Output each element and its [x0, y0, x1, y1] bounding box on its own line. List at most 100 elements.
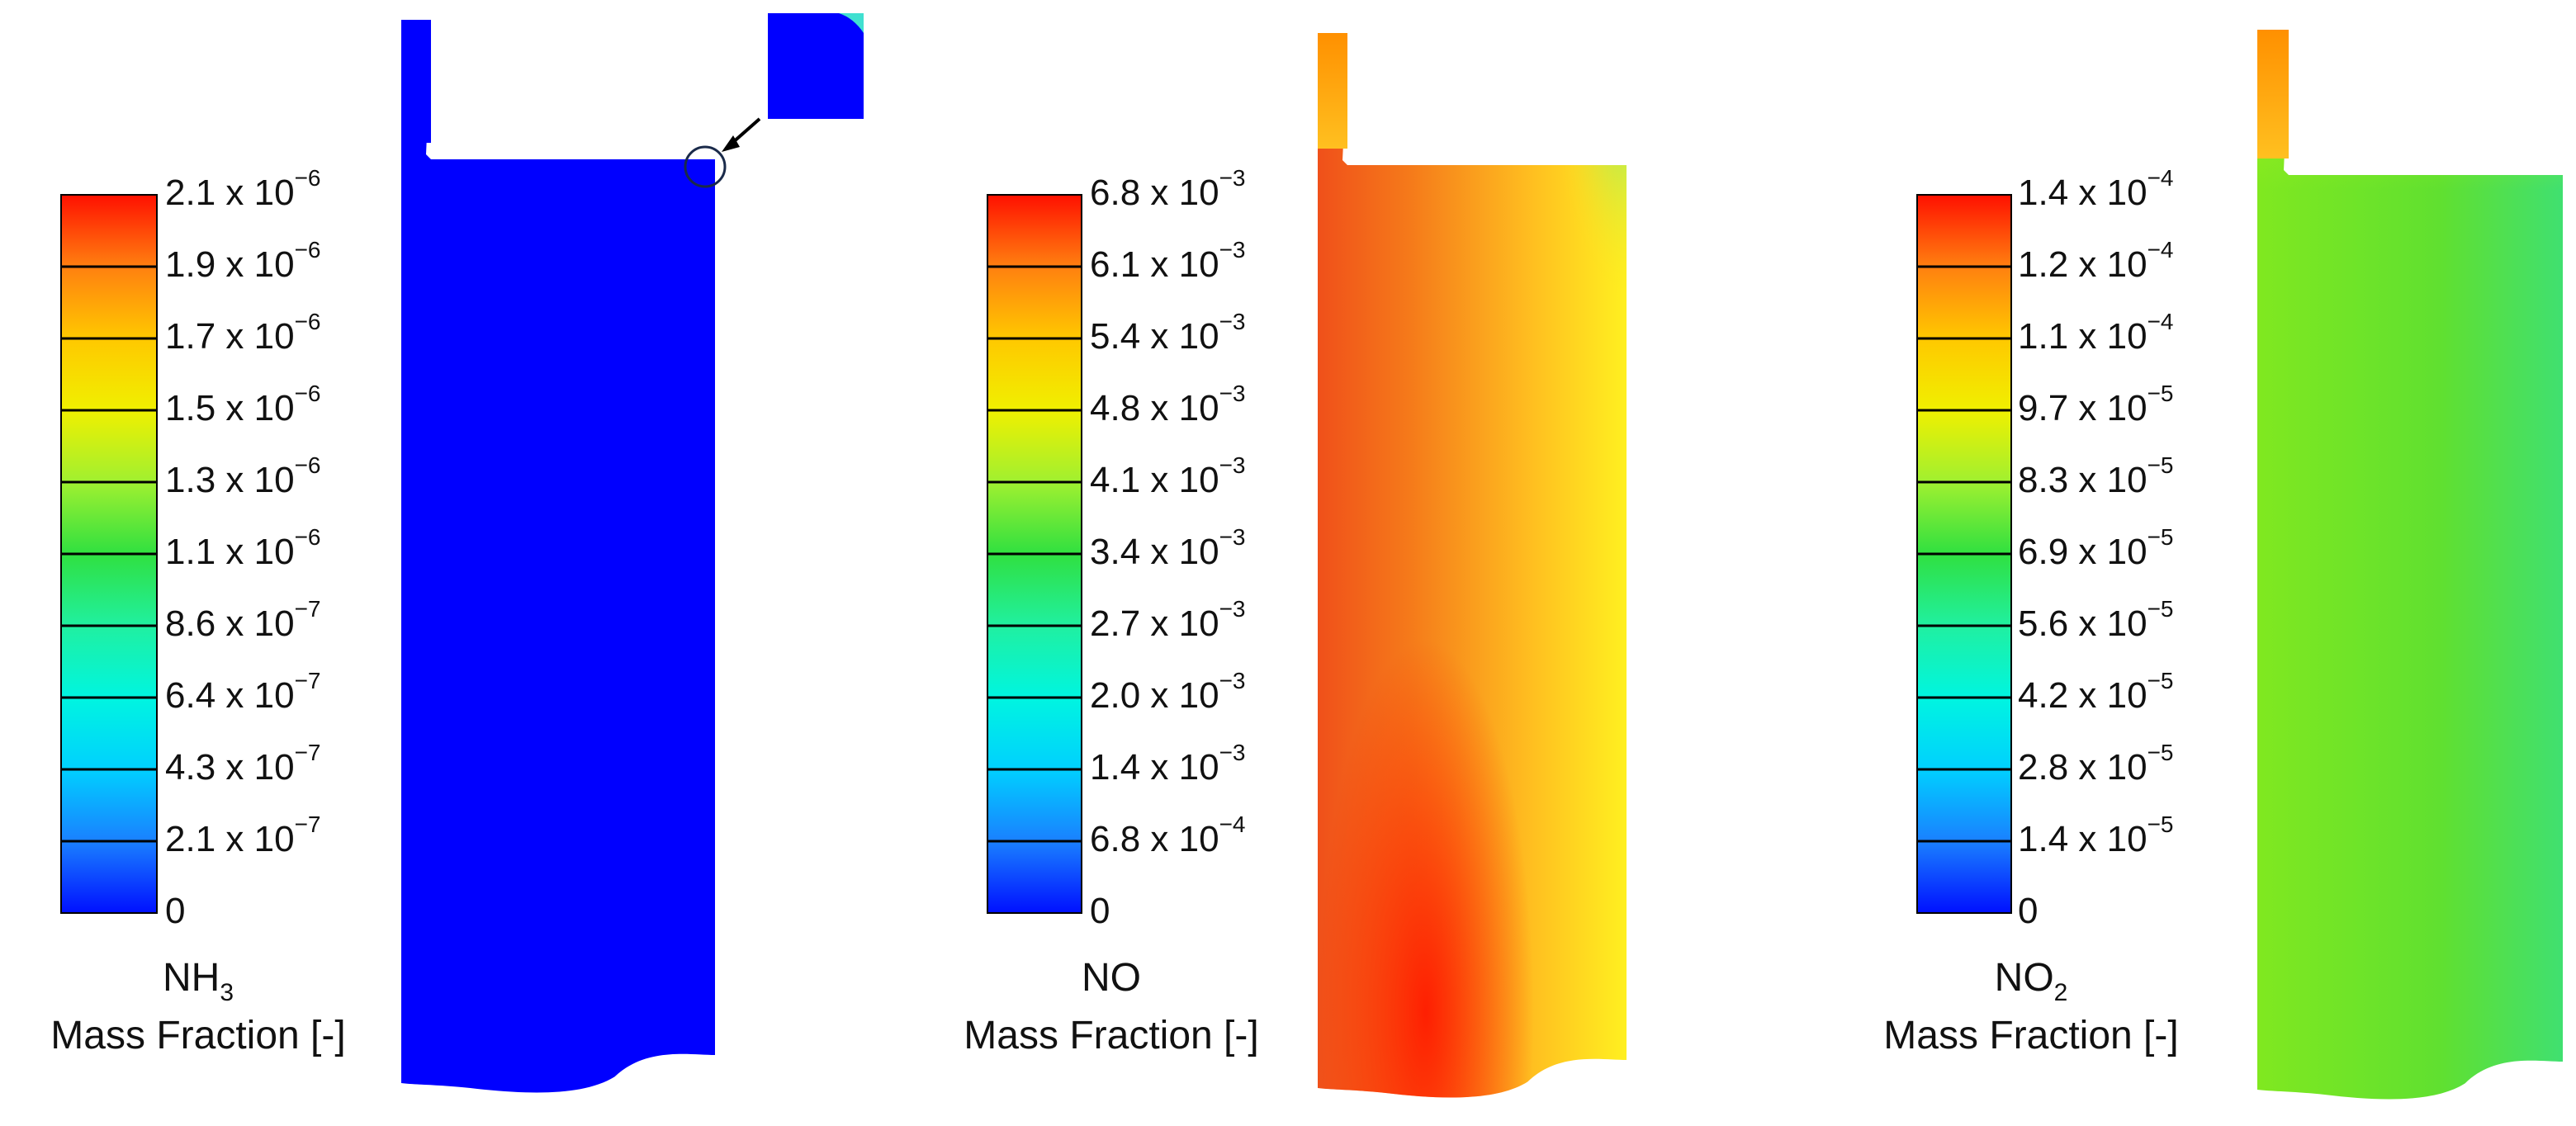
colorbar-tick-label: 4.2 x 10−5 [2018, 668, 2174, 715]
tick-exponent: −7 [295, 811, 321, 837]
tick-base: 6.8 x 10 [1090, 819, 1219, 859]
tick-exponent: −6 [295, 237, 321, 263]
panel: 2.1 x 10−61.9 x 10−61.7 x 10−61.5 x 10−6… [50, 20, 715, 1093]
tick-base: 6.1 x 10 [1090, 244, 1219, 285]
quantity-label: Mass Fraction [-] [50, 1014, 345, 1057]
tick-base: 1.3 x 10 [165, 460, 295, 500]
tick-exponent: −6 [295, 452, 321, 478]
tick-exponent: −4 [2147, 165, 2174, 191]
tick-exponent: −6 [295, 381, 321, 406]
colorbar-tick-label: 6.4 x 10−7 [165, 668, 321, 715]
colorbar-tick-label: 1.1 x 10−4 [2018, 309, 2174, 356]
tick-base: 6.4 x 10 [165, 675, 295, 716]
colorbar-tick-label: 2.0 x 10−3 [1090, 668, 1246, 715]
species-label: NO [1082, 956, 1141, 1000]
colorbar-tick-label: 6.1 x 10−3 [1090, 237, 1246, 284]
tick-exponent: −6 [295, 165, 321, 191]
colorbar-tick-label: 4.8 x 10−3 [1090, 381, 1246, 428]
colorbar-tick-label: 0 [1090, 891, 1110, 931]
quantity-label: Mass Fraction [-] [1883, 1014, 2178, 1057]
tick-base: 0 [165, 891, 185, 931]
tick-base: 8.3 x 10 [2018, 460, 2147, 500]
inlet [2257, 30, 2289, 158]
colorbar-tick-label: 1.2 x 10−4 [2018, 237, 2174, 284]
tick-exponent: −5 [2147, 811, 2174, 837]
tick-base: 4.3 x 10 [165, 747, 295, 788]
tick-base: 3.4 x 10 [1090, 532, 1219, 572]
zoom-arrow [730, 117, 761, 145]
colorbar-tick-label: 9.7 x 10−5 [2018, 381, 2174, 428]
colorbar-tick-label: 2.7 x 10−3 [1090, 596, 1246, 643]
tick-base: 2.7 x 10 [1090, 603, 1219, 644]
colorbar-tick-label: 0 [2018, 891, 2038, 931]
tick-exponent: −3 [1219, 524, 1246, 550]
tick-base: 4.2 x 10 [2018, 675, 2147, 716]
tick-base: 1.1 x 10 [165, 532, 295, 572]
tick-exponent: −3 [1219, 309, 1246, 334]
colorbar-tick-label: 8.6 x 10−7 [165, 596, 321, 643]
species-label: NH3 [163, 956, 234, 1006]
tick-base: 9.7 x 10 [2018, 388, 2147, 428]
zoom-inset [684, 13, 864, 188]
colorbar-tick-label: 1.3 x 10−6 [165, 452, 321, 499]
tick-base: 1.7 x 10 [165, 316, 295, 357]
colorbar-tick-label: 1.7 x 10−6 [165, 309, 321, 356]
inlet [401, 20, 431, 143]
colorbar-tick-label: 4.1 x 10−3 [1090, 452, 1246, 499]
colorbar-tick-label: 8.3 x 10−5 [2018, 452, 2174, 499]
species-name: NO [1995, 956, 2054, 1000]
tick-exponent: −5 [2147, 668, 2174, 693]
colorbar-tick-label: 0 [165, 891, 185, 931]
colorbar-tick-label: 2.8 x 10−5 [2018, 740, 2174, 787]
tick-exponent: −3 [1219, 452, 1246, 478]
tick-base: 1.5 x 10 [165, 388, 295, 428]
colorbar-tick-label: 1.4 x 10−5 [2018, 811, 2174, 859]
tick-base: 5.4 x 10 [1090, 316, 1219, 357]
colorbar-tick-label: 6.8 x 10−3 [1090, 165, 1246, 212]
tick-exponent: −6 [295, 524, 321, 550]
species-name: NO [1082, 956, 1141, 1000]
tick-exponent: −5 [2147, 524, 2174, 550]
tick-exponent: −6 [295, 309, 321, 334]
colorbar-tick-label: 5.4 x 10−3 [1090, 309, 1246, 356]
colorbar-tick-label: 4.3 x 10−7 [165, 740, 321, 787]
tick-exponent: −7 [295, 740, 321, 765]
tick-exponent: −5 [2147, 452, 2174, 478]
zoom-arrowhead [722, 135, 740, 152]
tick-exponent: −3 [1219, 165, 1246, 191]
tick-base: 1.9 x 10 [165, 244, 295, 285]
colorbar-tick-label: 6.8 x 10−4 [1090, 811, 1246, 859]
panel: 6.8 x 10−36.1 x 10−35.4 x 10−34.8 x 10−3… [964, 33, 1627, 1098]
colorbar-tick-label: 1.9 x 10−6 [165, 237, 321, 284]
tick-base: 1.4 x 10 [1090, 747, 1219, 788]
tick-exponent: −3 [1219, 381, 1246, 406]
species-subscript: 3 [220, 979, 234, 1006]
tick-base: 2.0 x 10 [1090, 675, 1219, 716]
tick-base: 2.1 x 10 [165, 819, 295, 859]
tick-base: 8.6 x 10 [165, 603, 295, 644]
colorbar-tick-label: 1.1 x 10−6 [165, 524, 321, 571]
inlet [1318, 33, 1347, 149]
colorbar-tick-label: 2.1 x 10−6 [165, 165, 321, 212]
tick-base: 2.8 x 10 [2018, 747, 2147, 788]
tick-base: 0 [2018, 891, 2038, 931]
colorbar-tick-label: 6.9 x 10−5 [2018, 524, 2174, 571]
inset-corner [839, 13, 864, 33]
species-subscript: 2 [2054, 979, 2068, 1006]
tick-base: 1.2 x 10 [2018, 244, 2147, 285]
tick-base: 5.6 x 10 [2018, 603, 2147, 644]
tick-exponent: −4 [1219, 811, 1246, 837]
tick-exponent: −3 [1219, 668, 1246, 693]
colorbar-tick-label: 2.1 x 10−7 [165, 811, 321, 859]
contour-field [1318, 33, 1627, 1098]
tick-base: 1.4 x 10 [2018, 819, 2147, 859]
tick-exponent: −3 [1219, 740, 1246, 765]
colorbar-tick-label: 5.6 x 10−5 [2018, 596, 2174, 643]
contour-field [2257, 30, 2563, 1100]
tick-base: 1.4 x 10 [2018, 173, 2147, 213]
tick-base: 6.9 x 10 [2018, 532, 2147, 572]
colorbar-tick-label: 3.4 x 10−3 [1090, 524, 1246, 571]
tick-exponent: −5 [2147, 740, 2174, 765]
